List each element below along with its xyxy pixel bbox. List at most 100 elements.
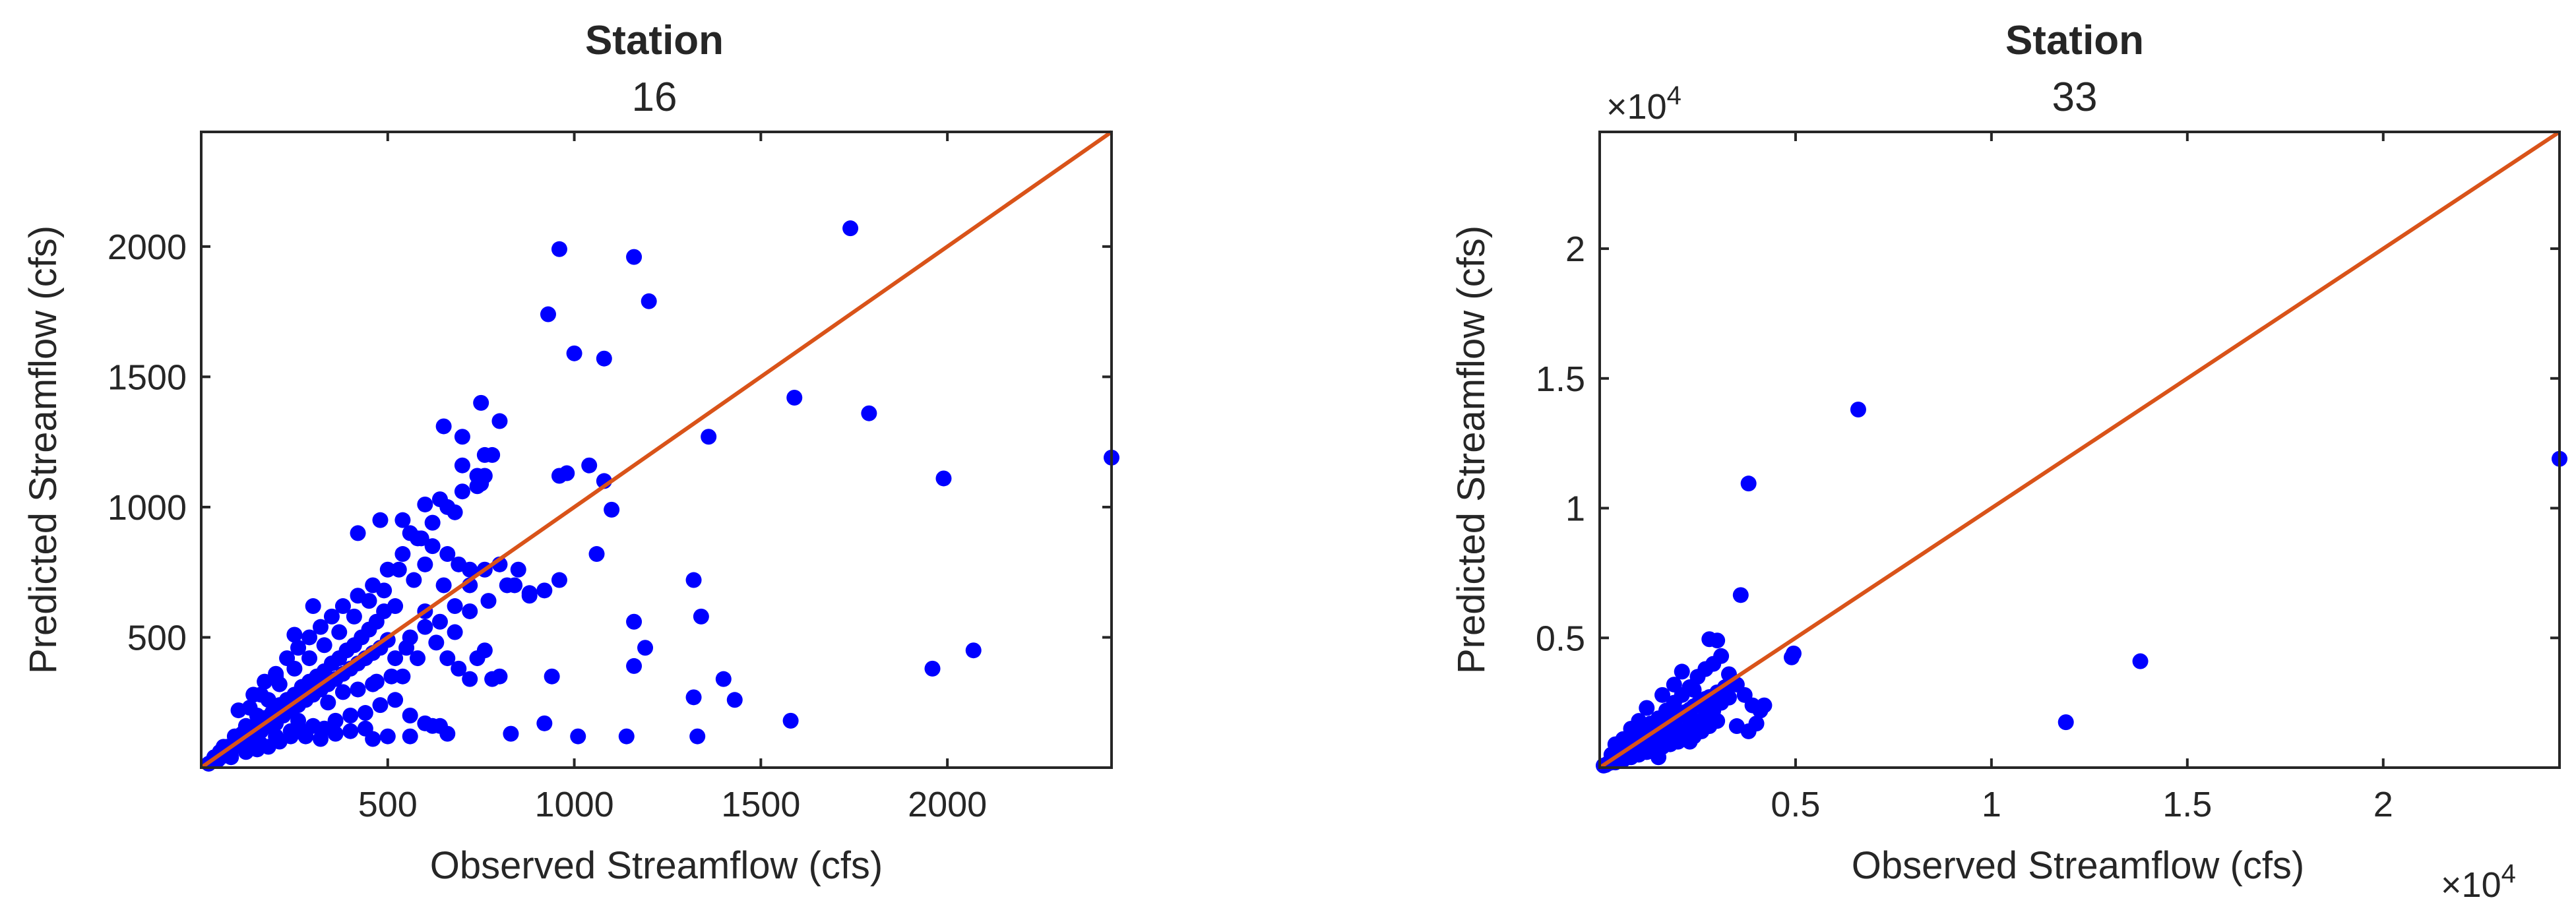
- data-point: [965, 642, 982, 659]
- data-point: [726, 692, 743, 708]
- data-point: [286, 660, 303, 677]
- data-point: [503, 725, 519, 742]
- data-point: [521, 585, 538, 601]
- data-point: [391, 561, 407, 578]
- data-point: [249, 707, 265, 723]
- x-tick-label: 500: [358, 785, 418, 824]
- data-point: [1650, 749, 1667, 766]
- data-point: [447, 598, 463, 615]
- y-tick-label: 1000: [108, 488, 187, 528]
- data-point: [536, 715, 553, 731]
- data-point: [428, 634, 445, 651]
- data-point: [406, 572, 422, 588]
- chart-station-16: Station 16 500 1000 1500 2000 500 1000 1500 200…: [22, 18, 1119, 887]
- data-point: [626, 658, 643, 674]
- x-axis-label: Observed Streamflow (cfs): [430, 844, 883, 887]
- data-point: [431, 491, 448, 508]
- plot-area-frame: [1598, 131, 2561, 769]
- y-axis-label: Predicted Streamflow (cfs): [1450, 226, 1493, 674]
- data-point: [394, 546, 411, 563]
- data-point: [689, 728, 706, 745]
- chart-subtitle: 33: [2052, 75, 2098, 120]
- x-tick-label: 1500: [721, 785, 800, 824]
- y-tick-label: 2000: [108, 228, 187, 267]
- data-point: [924, 660, 941, 677]
- data-point: [350, 525, 366, 541]
- data-point: [454, 483, 470, 500]
- data-point: [462, 603, 478, 619]
- data-point: [1740, 475, 1757, 492]
- x-tick-label: 0.5: [1771, 785, 1820, 824]
- data-point: [379, 728, 396, 745]
- y-tick-label: 2: [1565, 229, 1585, 269]
- data-point: [588, 546, 605, 563]
- data-point: [570, 728, 586, 745]
- data-point: [424, 538, 441, 555]
- data-point: [626, 249, 643, 265]
- data-point: [383, 668, 400, 685]
- chart-subtitle: 16: [632, 75, 677, 120]
- data-point: [559, 465, 575, 481]
- data-point: [1850, 402, 1866, 418]
- data-point: [402, 728, 418, 745]
- data-point: [462, 561, 478, 578]
- data-point: [476, 446, 493, 463]
- data-point: [581, 457, 598, 474]
- points-layer: [1595, 402, 2567, 774]
- data-point: [237, 718, 254, 734]
- data-point: [394, 668, 411, 685]
- data-point: [387, 650, 404, 667]
- data-point: [402, 707, 418, 723]
- data-point: [286, 627, 303, 643]
- data-point: [316, 637, 332, 654]
- data-point: [372, 512, 389, 528]
- data-point: [260, 692, 276, 708]
- data-point: [454, 457, 470, 474]
- data-point: [685, 572, 702, 588]
- data-point: [641, 293, 657, 309]
- y-exponent-label: ×104: [1606, 81, 1681, 127]
- data-point: [626, 613, 643, 630]
- y-tick-label: 1.5: [1536, 359, 1585, 399]
- data-point: [431, 613, 448, 630]
- data-point: [473, 394, 489, 411]
- x-exponent-base: ×10: [2441, 865, 2501, 905]
- data-point: [290, 640, 307, 656]
- data-point: [935, 470, 952, 487]
- data-point: [368, 673, 385, 690]
- data-point: [350, 681, 366, 698]
- data-point: [469, 650, 486, 667]
- data-point: [357, 720, 373, 737]
- data-point: [417, 496, 433, 512]
- x-axis-label: Observed Streamflow (cfs): [1852, 844, 2305, 887]
- data-point: [417, 619, 433, 635]
- data-point: [331, 624, 348, 640]
- data-point: [253, 736, 269, 752]
- data-point: [320, 694, 336, 711]
- data-point: [334, 684, 351, 700]
- y-tick-label: 1: [1565, 489, 1585, 529]
- data-point: [473, 475, 489, 492]
- data-point: [342, 707, 359, 723]
- y-exponent-base: ×10: [1606, 87, 1667, 127]
- data-point: [268, 728, 284, 745]
- data-point: [305, 598, 321, 615]
- x-tick-label: 2: [2373, 785, 2393, 824]
- data-point: [447, 624, 463, 640]
- data-point: [413, 530, 429, 547]
- data-point: [447, 504, 463, 520]
- data-point: [701, 429, 717, 445]
- y-axis-label: Predicted Streamflow (cfs): [22, 226, 65, 674]
- x-exponent-label: ×104: [2441, 859, 2516, 905]
- data-point: [1666, 677, 1682, 693]
- points-layer: [201, 220, 1119, 772]
- data-point: [387, 692, 404, 708]
- reference-line: [200, 130, 1113, 770]
- data-point: [435, 418, 452, 435]
- data-point: [1732, 587, 1749, 603]
- data-point: [782, 712, 799, 729]
- data-point: [2058, 714, 2074, 731]
- x-tick-label: 1: [1982, 785, 2001, 824]
- data-point: [376, 582, 393, 599]
